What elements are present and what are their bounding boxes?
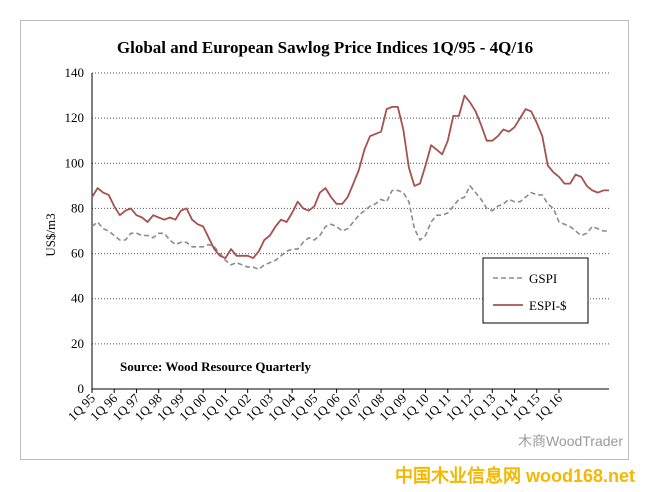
chart-frame: Global and European Sawlog Price Indices… [20, 20, 629, 460]
y-tick-label: 20 [71, 336, 84, 351]
legend: GSPI ESPI-$ [482, 257, 589, 324]
legend-label: ESPI-$ [529, 298, 567, 313]
y-tick-label: 60 [71, 246, 84, 261]
series-layer [91, 94, 609, 271]
y-tick-label: 80 [71, 200, 84, 215]
y-tick-label: 40 [71, 291, 84, 306]
grid-layer [92, 72, 609, 345]
y-axis-label: US$/m3 [43, 213, 58, 256]
legend-box [482, 257, 589, 324]
y-tick-label: 100 [65, 155, 85, 170]
y-tick-label: 140 [65, 65, 85, 80]
source-annotation: Source: Wood Resource Quarterly [120, 359, 312, 374]
y-tick-label: 0 [78, 381, 85, 396]
legend-label: GSPI [529, 271, 557, 286]
site-footer-text: 中国木业信息网 wood168.net [394, 466, 635, 486]
chart-svg: Global and European Sawlog Price Indices… [43, 38, 609, 424]
chart-title: Global and European Sawlog Price Indices… [117, 38, 533, 57]
series-line-espi- [91, 94, 609, 260]
series-line-gspi [91, 185, 609, 271]
y-tick-label: 120 [65, 110, 85, 125]
watermark-text: 木商WoodTrader [517, 433, 623, 449]
